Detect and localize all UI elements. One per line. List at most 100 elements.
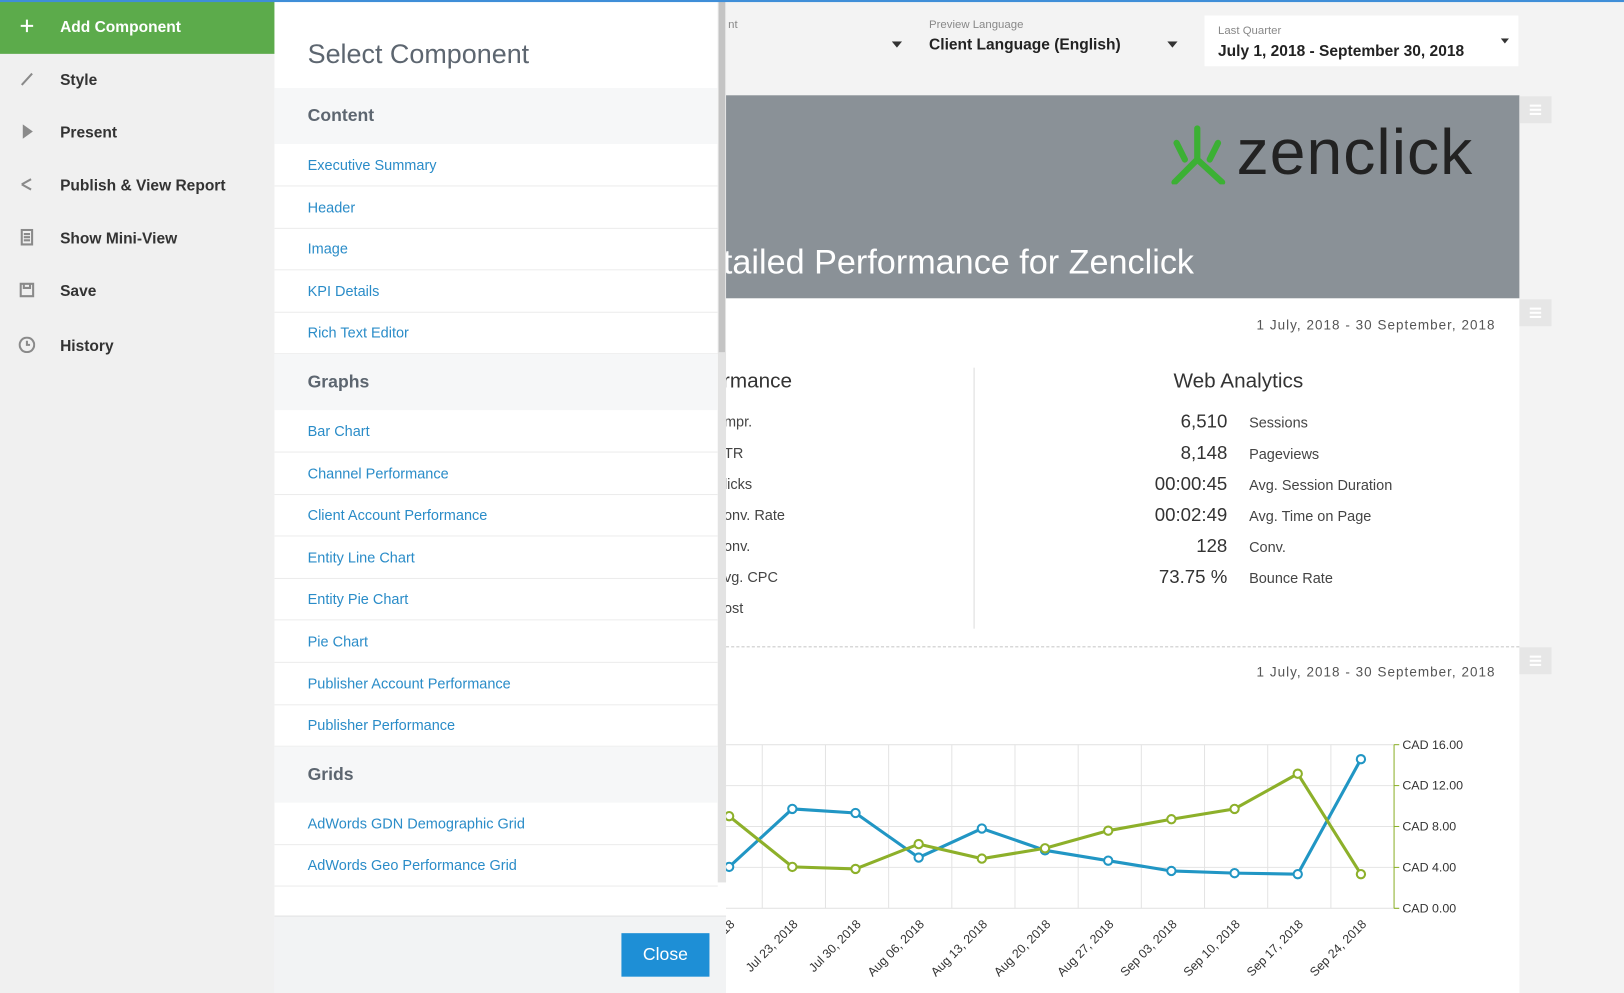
kpi-value: 73.75 %	[1158, 566, 1228, 588]
item-label: Channel Performance	[307, 464, 449, 482]
data-point	[723, 810, 735, 822]
sidebar-item[interactable]: Present	[0, 106, 274, 160]
item-label: Publisher Performance	[307, 716, 456, 734]
y-tick-label: CAD 4.00	[1402, 861, 1456, 875]
item-label: Pie Chart	[307, 632, 369, 650]
panel-title: Select Component	[307, 38, 530, 70]
heading-text: Grids	[307, 764, 354, 784]
kpi-label: onv. Rate	[723, 506, 785, 524]
data-point	[850, 807, 861, 819]
kpi-value: 6,510	[1180, 411, 1228, 432]
drag-handle[interactable]	[1519, 647, 1552, 675]
sidebar: Add Component Style Present Publish & View …	[0, 0, 275, 993]
heading-text: Graphs	[307, 371, 370, 392]
item-label: Executive Summary	[307, 156, 437, 173]
component-item[interactable]: KPI Details	[274, 270, 718, 313]
top-border	[0, 0, 1624, 3]
component-item[interactable]: Executive Summary	[274, 144, 718, 187]
sidebar-label: Publish & View Report	[60, 177, 226, 195]
icon-shape	[19, 282, 35, 298]
icon	[19, 282, 35, 298]
item-label: AdWords GDN Demographic Grid	[307, 814, 525, 832]
component-item[interactable]: Client Account Performance	[274, 494, 718, 537]
drag-handle[interactable]	[1519, 96, 1552, 124]
language-select[interactable]: Client Language (English)	[929, 36, 1121, 54]
sidebar-label: Present	[60, 124, 118, 142]
data-point	[1292, 868, 1303, 880]
data-point	[1039, 843, 1051, 854]
data-point	[723, 861, 735, 873]
component-item[interactable]: Publisher Account Performance	[274, 662, 718, 705]
item-label: Header	[307, 198, 356, 216]
report-card: zenclick tailed Performance for Zenclick…	[700, 95, 1520, 993]
component-item[interactable]: Header	[274, 186, 718, 229]
icon-shape	[22, 124, 33, 139]
report-title: tailed Performance for Zenclick	[722, 242, 1195, 281]
icon	[20, 228, 34, 246]
sidebar-item[interactable]: Save	[0, 264, 274, 318]
divider	[973, 367, 975, 629]
data-point	[850, 863, 861, 875]
divider	[700, 646, 1520, 648]
component-item[interactable]: Entity Line Chart	[274, 536, 718, 579]
data-point	[976, 853, 988, 864]
kpi-label: Pageviews	[1249, 445, 1320, 462]
component-item[interactable]: Bar Chart	[274, 410, 718, 453]
dropdown-caret[interactable]	[891, 41, 903, 48]
kpi-value: 00:00:45	[1154, 473, 1228, 495]
dropdown-caret[interactable]	[1167, 41, 1178, 48]
kpi-label: Sessions	[1249, 414, 1308, 431]
icon	[22, 124, 33, 139]
sidebar-item[interactable]: Show Mini-View	[0, 211, 274, 265]
component-item[interactable]: Entity Pie Chart	[274, 578, 718, 621]
item-label: Client Account Performance	[307, 506, 488, 524]
sidebar-item[interactable]: History	[0, 319, 274, 373]
component-item[interactable]: Channel Performance	[274, 452, 718, 495]
item-label: Rich Text Editor	[307, 324, 409, 342]
period-select[interactable]: Last Quarter July 1, 2018 - September 30…	[1204, 15, 1519, 67]
icon-shape	[21, 178, 32, 191]
section-heading: rmance	[722, 369, 793, 393]
close-button[interactable]: Close	[621, 933, 710, 977]
sidebar-item[interactable]: Add Component	[0, 0, 275, 54]
scrollbar[interactable]	[717, 0, 727, 883]
x-tick-label: Aug 06, 2018	[865, 917, 927, 979]
kpi-label: Avg. Time on Page	[1249, 507, 1372, 525]
component-item[interactable]: AdWords Geo Performance Grid	[274, 845, 718, 887]
sidebar-item[interactable]: Style	[0, 53, 274, 107]
kpi-label: onv.	[723, 537, 751, 555]
x-tick-label: Aug 20, 2018	[991, 917, 1053, 979]
section-heading: Grids	[274, 746, 718, 803]
period-value: July 1, 2018 - September 30, 2018	[1217, 42, 1465, 61]
toolbar-label: Preview Language	[929, 18, 1024, 32]
item-label: KPI Details	[307, 282, 380, 300]
sidebar-item[interactable]: Publish & View Report	[0, 158, 274, 212]
component-item[interactable]: AdWords GDN Demographic Grid	[274, 802, 718, 845]
toolbar-label: Last Quarter	[1217, 24, 1282, 38]
x-tick-label: Sep 17, 2018	[1244, 917, 1306, 979]
item-label: Bar Chart	[307, 422, 370, 440]
kpi-label: mpr.	[723, 413, 753, 430]
scroll-thumb[interactable]	[718, 0, 725, 353]
icon-shape	[20, 72, 33, 86]
sidebar-label: Show Mini-View	[60, 229, 178, 248]
x-tick-label: Aug 27, 2018	[1054, 917, 1116, 979]
kpi-label: Bounce Rate	[1249, 569, 1333, 587]
x-tick-label: Sep 03, 2018	[1118, 917, 1180, 979]
x-tick-label: Jul 30, 2018	[806, 917, 864, 975]
sidebar-label: Style	[60, 71, 98, 90]
data-point	[1166, 865, 1177, 877]
component-item[interactable]: Image	[274, 228, 718, 271]
component-item[interactable]: Pie Chart	[274, 620, 718, 663]
component-item[interactable]: Rich Text Editor	[274, 312, 718, 355]
drag-handle[interactable]	[1519, 299, 1552, 327]
sidebar-label: History	[60, 337, 114, 356]
logo-text: zenclick	[1236, 117, 1474, 189]
kpi-label: Conv.	[1249, 538, 1286, 556]
series-line	[728, 771, 1363, 875]
dropdown-caret	[1500, 38, 1510, 44]
component-item[interactable]: Publisher Performance	[274, 704, 718, 747]
item-label: Image	[307, 240, 348, 258]
